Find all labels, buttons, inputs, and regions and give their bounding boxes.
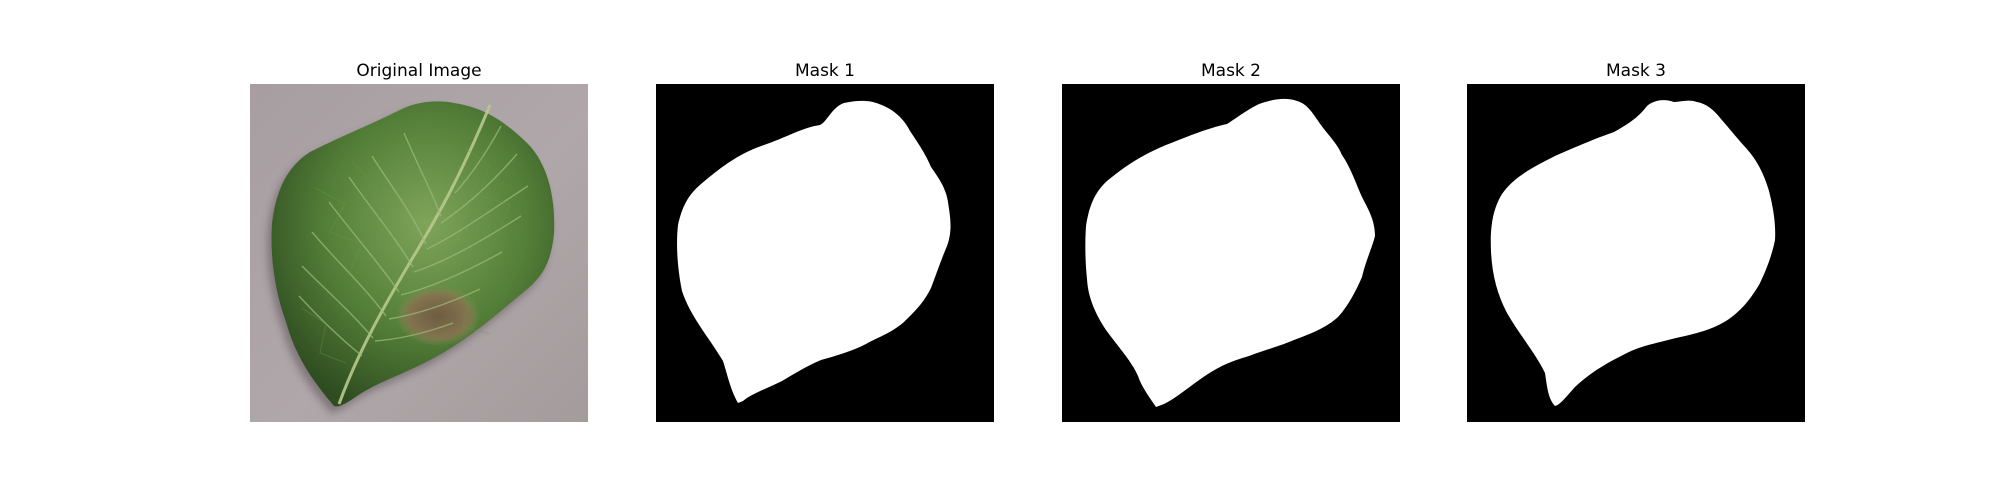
mask-1-panel: Mask 1: [656, 58, 994, 422]
mask-3-image: [1467, 84, 1805, 422]
mask-foreground: [677, 100, 951, 403]
mask-2-image: [1062, 84, 1400, 422]
original-image-panel: Original Image: [250, 58, 588, 422]
panel-title: Mask 3: [1605, 61, 1666, 81]
leaf-lesion: [396, 286, 480, 346]
leaf-texture: [301, 147, 511, 364]
mask-foreground: [1490, 100, 1776, 407]
mask-foreground: [1085, 98, 1375, 408]
leaf-mask: [1467, 84, 1805, 422]
leaf-photo: [250, 84, 588, 422]
mask-2-panel: Mask 2: [1062, 58, 1400, 422]
leaf-veins: [298, 125, 529, 357]
panel-title: Mask 1: [794, 61, 855, 81]
leaf-blade: [271, 101, 555, 407]
panel-title: Mask 2: [1200, 61, 1261, 81]
mask-3-panel: Mask 3: [1467, 58, 1805, 422]
mask-1-image: [656, 84, 994, 422]
leaf-midrib: [337, 104, 492, 405]
leaf-mask: [1062, 84, 1400, 422]
panel-title: Original Image: [356, 61, 482, 81]
leaf-mask: [656, 84, 994, 422]
original-leaf-image: [250, 84, 588, 422]
